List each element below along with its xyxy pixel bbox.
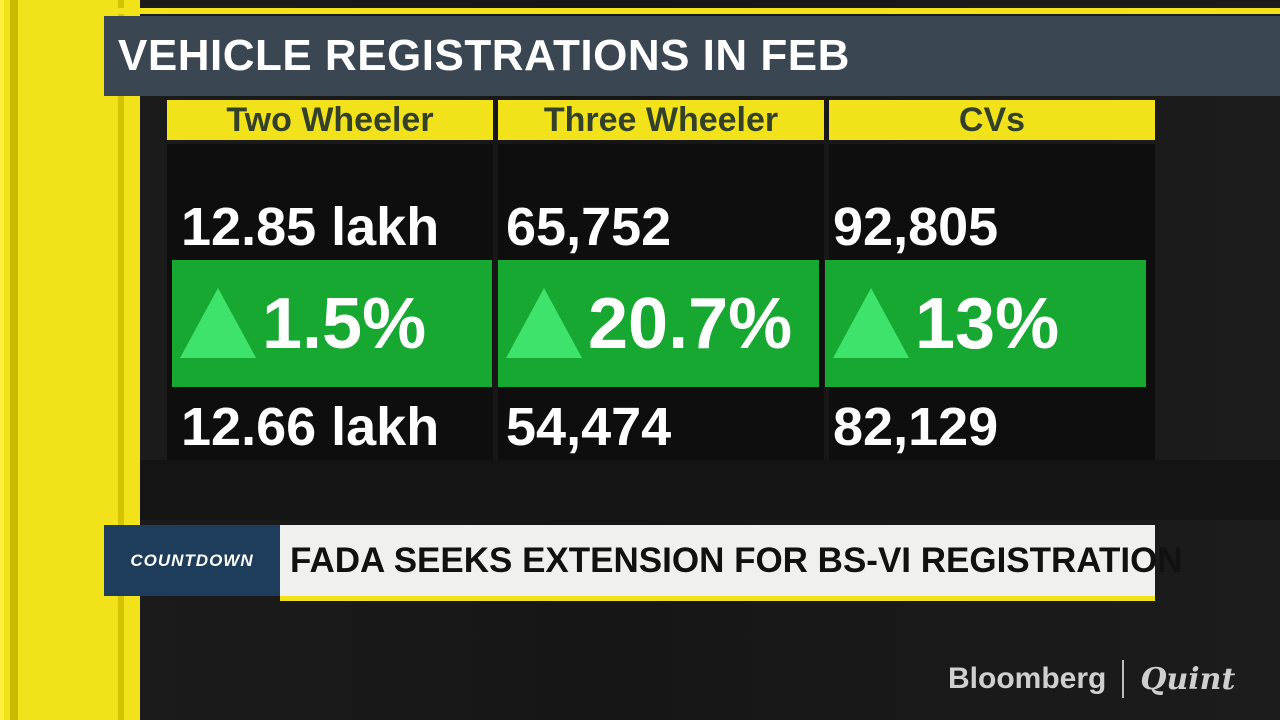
change-percent: 20.7% (588, 283, 793, 364)
column-two-wheeler: Two Wheeler 12.85 lakh 1.5% 12.66 lakh (167, 100, 493, 460)
countdown-badge: COUNTDOWN (104, 525, 280, 596)
ticker-headline: FADA SEEKS EXTENSION FOR BS-VI REGISTRAT… (280, 525, 1183, 596)
broadcaster-logo: Bloomberg Quint (948, 660, 1235, 698)
change-percent: 1.5% (262, 283, 427, 364)
previous-value: 82,129 (833, 397, 999, 457)
registrations-table: Two Wheeler 12.85 lakh 1.5% 12.66 lakh T… (167, 100, 1155, 460)
change-badge: 1.5% (172, 260, 492, 387)
up-arrow-icon (180, 287, 256, 358)
column-three-wheeler: Three Wheeler 65,752 20.7% 54,474 (498, 100, 824, 460)
previous-value: 12.66 lakh (181, 397, 440, 457)
change-badge: 20.7% (498, 260, 819, 387)
previous-value: 54,474 (506, 397, 672, 457)
current-value: 65,752 (506, 197, 672, 257)
current-value: 92,805 (833, 197, 999, 257)
column-header: Two Wheeler (167, 100, 493, 140)
logo-bloomberg: Bloomberg (948, 662, 1107, 695)
countdown-label: COUNTDOWN (130, 550, 254, 570)
up-arrow-icon (506, 287, 582, 358)
up-arrow-icon (833, 287, 909, 358)
top-accent-line (100, 8, 1280, 14)
change-badge: 13% (825, 260, 1146, 387)
left-yellow-panel (0, 0, 140, 720)
headline-bar: VEHICLE REGISTRATIONS IN FEB (104, 16, 1280, 96)
column-cvs: CVs 92,805 13% 82,129 (825, 100, 1155, 460)
ticker-text: FADA SEEKS EXTENSION FOR BS-VI REGISTRAT… (290, 540, 1183, 580)
column-header: CVs (829, 100, 1155, 140)
current-value: 12.85 lakh (181, 197, 440, 257)
logo-separator (1122, 660, 1125, 698)
column-header: Three Wheeler (498, 100, 824, 140)
ticker-underline (280, 596, 1155, 601)
news-ticker: COUNTDOWN FADA SEEKS EXTENSION FOR BS-VI… (104, 525, 1183, 601)
logo-quint: Quint (1140, 661, 1236, 697)
change-percent: 13% (915, 283, 1060, 364)
page-title: VEHICLE REGISTRATIONS IN FEB (118, 31, 850, 80)
